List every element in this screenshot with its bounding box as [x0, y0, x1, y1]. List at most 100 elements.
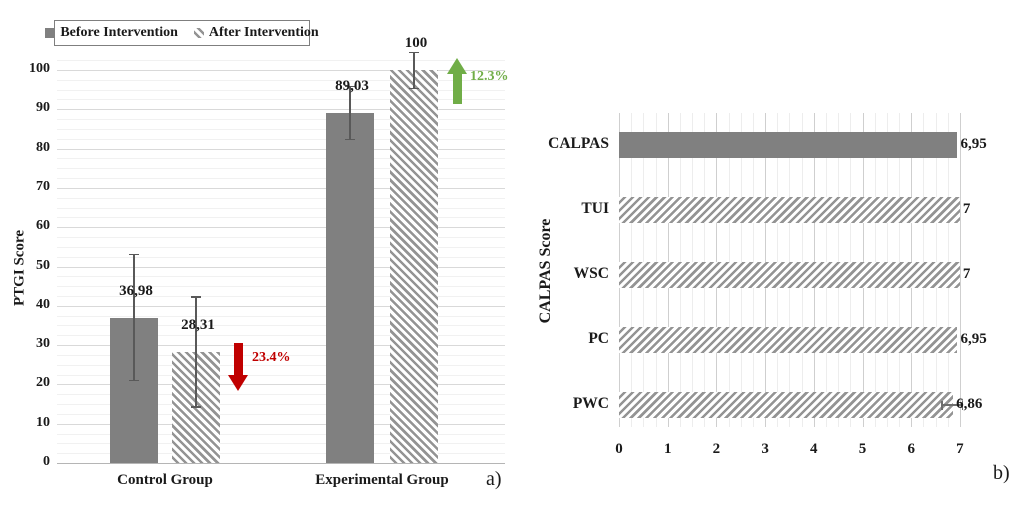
y-category-label: WSC — [573, 265, 609, 282]
gridline-minor — [57, 374, 505, 376]
gridline-minor — [57, 354, 505, 356]
error-bar-cap-bottom — [191, 406, 201, 408]
bar-tui — [619, 197, 960, 223]
gridline-minor — [57, 128, 505, 130]
x-tick-label: 5 — [858, 441, 867, 457]
error-bar-line — [941, 404, 963, 406]
legend-item-after: After Intervention — [193, 25, 319, 41]
legend-item-before: Before Intervention — [45, 25, 178, 41]
gridline-major — [959, 113, 961, 427]
decrease-arrowhead-icon — [227, 375, 248, 391]
x-tick-label: 4 — [810, 441, 818, 457]
legend-label-before: Before Intervention — [60, 25, 178, 40]
gridline-minor — [57, 325, 505, 327]
y-category-label: TUI — [581, 200, 609, 217]
error-bar-line — [133, 254, 135, 381]
legend: Before Intervention After Intervention — [45, 20, 319, 46]
before-intervention-swatch — [45, 28, 56, 38]
y-tick-label: 10 — [36, 414, 50, 430]
error-bar-cap-top — [191, 296, 201, 298]
x-category-label: Experimental Group — [315, 472, 449, 488]
gridline-minor — [57, 315, 505, 317]
gridline-minor — [57, 178, 505, 180]
decrease-percent-label: 23.4% — [252, 350, 291, 365]
gridline-minor — [57, 295, 505, 297]
gridline-major — [57, 109, 505, 111]
y-tick-label: 30 — [36, 336, 50, 352]
gridline-major — [57, 305, 505, 307]
error-bar-cap-top — [409, 51, 419, 54]
x-tick-label: 1 — [663, 441, 672, 457]
value-label: 6,95 — [960, 136, 987, 152]
bar-experimental-before — [326, 113, 374, 463]
x-tick-label: 0 — [615, 441, 623, 457]
value-label: 6,86 — [956, 396, 983, 412]
gridline-major — [57, 423, 505, 425]
decrease-arrow-icon — [233, 343, 243, 376]
plot-area-a: 36,98 89,03 28,31 100 23.4% 12.3% — [57, 35, 509, 464]
x-tick-label: 2 — [712, 441, 721, 457]
y-tick-label: 80 — [36, 139, 50, 155]
bar-pwc — [619, 392, 954, 418]
chart-panel-a: Before Intervention After Intervention P… — [12, 20, 509, 490]
gridline-minor — [57, 453, 505, 455]
gridline-minor — [57, 89, 505, 91]
y-tick-label: 60 — [36, 218, 50, 234]
gridline-minor — [57, 286, 505, 288]
value-label: 89,03 — [335, 78, 369, 95]
error-bar-cap-left — [941, 400, 943, 410]
error-bar-line — [349, 86, 351, 140]
gridline-minor — [57, 197, 505, 199]
gridline-major — [57, 463, 505, 464]
error-bar-cap-top — [129, 253, 139, 256]
gridline-major — [57, 227, 505, 229]
gridline-minor — [57, 443, 505, 445]
value-label: 28,31 — [181, 316, 215, 333]
gridline-minor — [57, 404, 505, 406]
x-category-label: Control Group — [117, 472, 213, 488]
value-label: 36,98 — [119, 282, 153, 299]
y-tick-label: 50 — [36, 257, 50, 273]
y-tick-label: 100 — [29, 61, 50, 76]
chart-panel-b: CALPAS Score 6,95 7 7 6,95 6,86 CALPAS TUI WSC… — [515, 0, 1025, 510]
error-bar-line — [413, 52, 415, 89]
gridline-major — [57, 148, 505, 150]
increase-arrowhead-icon — [446, 58, 467, 74]
value-label: 100 — [404, 35, 428, 51]
value-label: 7 — [962, 201, 971, 217]
gridline-minor — [57, 256, 505, 258]
bar-experimental-after — [390, 70, 438, 463]
y-category-label: PC — [588, 330, 609, 347]
gridline-minor — [57, 207, 505, 209]
gridline-minor — [57, 364, 505, 366]
gridline-minor — [57, 246, 505, 248]
gridline-major — [57, 266, 505, 268]
y-tick-label: 40 — [36, 296, 50, 312]
error-bar-cap-right — [961, 400, 964, 410]
error-bar-cap-bottom — [129, 379, 139, 382]
x-tick-label: 7 — [956, 441, 964, 457]
gridline-minor — [57, 119, 505, 121]
x-tick-label: 3 — [761, 441, 769, 457]
increase-arrow-icon — [452, 73, 462, 104]
gridline-minor — [57, 79, 505, 81]
error-bar-cap-bottom — [409, 87, 419, 90]
legend-label-after: After Intervention — [208, 25, 319, 40]
gridline-minor — [57, 138, 505, 140]
gridline-major — [57, 70, 505, 71]
gridline-minor — [57, 60, 505, 62]
gridline-minor — [57, 168, 505, 170]
y-category-label: CALPAS — [548, 135, 609, 152]
gridline-major — [57, 345, 505, 347]
gridline-minor — [57, 276, 505, 278]
gridline-major — [57, 384, 505, 386]
y-tick-label: 0 — [43, 454, 50, 469]
gridline-major — [57, 187, 505, 189]
gridline-minor — [57, 217, 505, 219]
value-label: 6,95 — [960, 331, 987, 347]
plot-area-b: 6,95 7 7 6,95 6,86 — [619, 113, 987, 427]
error-bar-cap-top — [345, 85, 355, 88]
x-tick-label: 6 — [907, 441, 915, 457]
y-category-label: PWC — [572, 395, 609, 412]
